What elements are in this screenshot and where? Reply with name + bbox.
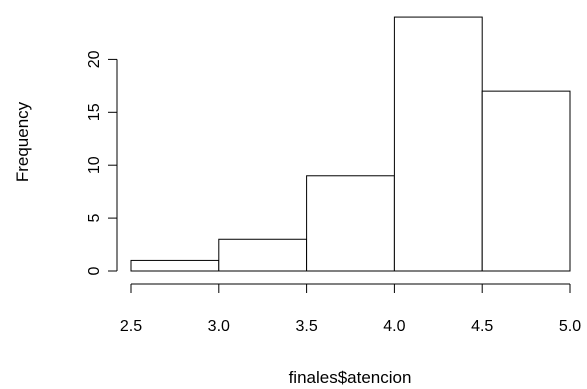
histogram-bar-2 (218, 238, 308, 272)
x-tick-label-3: 3.5 (295, 318, 317, 335)
y-tick-label-2: 5 (86, 214, 103, 223)
y-axis: 0 5 10 15 20 (86, 50, 118, 275)
x-axis-title: finales$atencion (289, 368, 412, 387)
y-tick-label-3: 10 (86, 156, 103, 174)
y-tick-label-1: 0 (86, 266, 103, 275)
x-axis: 2.5 3.0 3.5 4.0 4.5 5.0 (120, 283, 581, 335)
y-tick-label-4: 15 (86, 103, 103, 121)
x-tick-label-2: 3.0 (208, 318, 230, 335)
bars-group (130, 16, 571, 272)
x-tick-label-4: 4.0 (383, 318, 405, 335)
histogram-bar-5 (481, 90, 571, 272)
y-tick-label-5: 20 (86, 50, 103, 68)
x-tick-label-6: 5.0 (559, 318, 581, 335)
y-axis-title: Frequency (13, 101, 32, 182)
histogram-bar-4 (393, 16, 483, 272)
x-tick-label-1: 2.5 (120, 318, 142, 335)
x-tick-label-5: 4.5 (471, 318, 493, 335)
histogram-bar-3 (306, 175, 395, 272)
histogram-bar-1 (130, 259, 220, 272)
